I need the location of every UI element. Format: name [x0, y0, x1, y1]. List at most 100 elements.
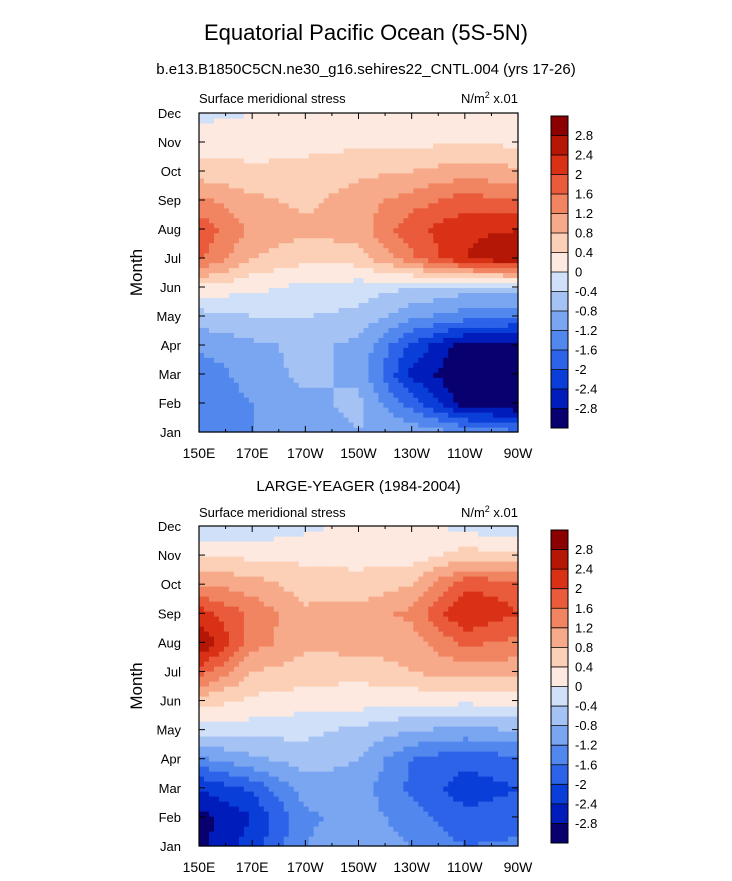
field-cell: [368, 192, 375, 199]
field-cell: [343, 387, 350, 393]
field-cell: [498, 417, 504, 423]
field-cell: [199, 791, 205, 797]
field-cell: [328, 816, 335, 822]
field-cell: [233, 422, 240, 428]
field-cell: [478, 167, 484, 174]
field-cell: [308, 816, 315, 822]
field-cell: [453, 322, 459, 328]
field-cell: [363, 152, 370, 159]
field-cell: [313, 372, 320, 378]
field-cell: [438, 297, 444, 303]
field-cell: [398, 197, 404, 204]
field-cell: [383, 113, 389, 119]
field-cell: [208, 367, 215, 373]
field-cell: [243, 113, 250, 119]
field-cell: [288, 247, 295, 254]
field-cell: [508, 277, 514, 284]
field-cell: [508, 242, 514, 249]
field-cell: [318, 332, 325, 338]
field-cell: [213, 402, 220, 408]
field-cell: [483, 207, 489, 214]
field-cell: [453, 317, 459, 323]
field-cell: [298, 352, 305, 358]
field-cell: [313, 172, 320, 179]
field-cell: [478, 287, 484, 294]
field-cell: [463, 352, 469, 358]
field-cell: [488, 182, 494, 189]
field-cell: [208, 302, 215, 308]
field-cell: [473, 322, 479, 328]
field-cell: [313, 197, 320, 204]
field-cell: [208, 372, 215, 378]
field-cell: [278, 307, 285, 313]
field-cell: [268, 841, 275, 847]
field-cell: [488, 302, 494, 308]
field-cell: [368, 142, 375, 149]
field-cell: [338, 282, 345, 289]
field-cell: [493, 122, 499, 129]
field-cell: [443, 292, 449, 299]
field-cell: [508, 372, 514, 378]
field-cell: [508, 806, 514, 812]
field-cell: [303, 302, 310, 308]
field-cell: [228, 352, 235, 358]
field-cell: [338, 786, 345, 792]
field-cell: [228, 172, 235, 179]
field-cell: [308, 412, 315, 418]
field-cell: [363, 402, 370, 408]
field-cell: [308, 172, 315, 179]
field-cell: [393, 816, 399, 822]
field-cell: [313, 407, 320, 413]
field-cell: [263, 177, 270, 184]
y-tick-label: Jan: [160, 425, 181, 440]
field-cell: [453, 816, 459, 822]
field-cell: [468, 786, 474, 792]
field-cell: [233, 417, 240, 423]
field-cell: [433, 412, 439, 418]
field-cell: [468, 292, 474, 299]
field-cell: [268, 332, 275, 338]
field-cell: [213, 801, 220, 807]
field-cell: [353, 302, 360, 308]
field-cell: [508, 387, 514, 393]
field-cell: [199, 177, 205, 184]
field-cell: [348, 322, 355, 328]
field-cell: [413, 272, 419, 279]
field-cell: [353, 352, 360, 358]
field-cell: [398, 177, 404, 184]
field-cell: [273, 377, 280, 383]
field-cell: [468, 152, 474, 159]
field-cell: [448, 242, 454, 249]
field-cell: [243, 362, 250, 368]
field-cell: [383, 197, 389, 204]
field-cell: [468, 322, 474, 328]
field-cell: [213, 826, 220, 832]
field-cell: [313, 796, 320, 802]
field-cell: [498, 162, 504, 169]
field-cell: [503, 167, 509, 174]
field-cell: [468, 392, 474, 398]
field-cell: [208, 417, 215, 423]
field-cell: [468, 402, 474, 408]
field-cell: [493, 337, 499, 343]
field-cell: [343, 342, 350, 348]
field-cell: [303, 337, 310, 343]
field-cell: [438, 192, 444, 199]
field-cell: [348, 247, 355, 254]
field-cell: [398, 202, 404, 209]
field-cell: [378, 202, 385, 209]
field-cell: [348, 372, 355, 378]
field-cell: [438, 212, 444, 219]
field-cell: [383, 172, 389, 179]
field-cell: [473, 237, 479, 244]
field-cell: [483, 172, 489, 179]
field-cell: [223, 302, 230, 308]
field-cell: [238, 157, 245, 164]
field-cell: [318, 257, 325, 264]
field-cell: [278, 117, 285, 124]
field-cell: [483, 327, 489, 333]
field-cell: [488, 142, 494, 149]
field-cell: [478, 791, 484, 797]
field-cell: [398, 282, 404, 289]
field-cell: [493, 232, 499, 239]
